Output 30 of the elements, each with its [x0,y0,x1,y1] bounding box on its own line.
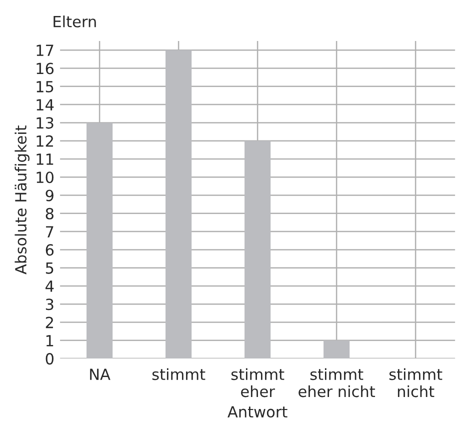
y-tick-label: 7 [46,226,54,238]
y-tick-label: 0 [46,353,54,365]
y-tick-label: 10 [36,172,54,184]
x-tick-label: stimmt nicht [389,368,442,398]
y-tick-label: 4 [46,280,54,292]
y-tick-label: 8 [46,208,54,220]
x-tick-label: stimmt [152,368,206,380]
y-tick-label: 13 [36,117,54,129]
x-axis-title: Antwort [228,406,288,418]
bar [244,140,271,359]
y-tick-label: 17 [36,44,54,56]
x-tick-label: NA [90,368,110,380]
y-axis-title: Absolute Häufigkeit [14,125,30,274]
chart-title: Eltern [54,16,96,28]
y-tick-label: 1 [46,335,54,346]
y-tick-label: 15 [36,81,54,92]
x-tick-label: stimmt eher nicht [298,368,376,398]
bar [324,340,350,359]
bar [86,122,113,359]
y-tick-label: 6 [46,244,54,256]
y-tick-label: 5 [46,262,54,274]
y-tick-label: 3 [46,298,54,310]
y-tick-label: 2 [46,316,53,328]
y-tick-label: 12 [36,135,53,147]
y-tick-label: 9 [46,190,54,202]
y-tick-label: 11 [36,154,54,165]
x-tick-label: stimmt eher [231,368,284,398]
y-tick-label: 16 [36,62,54,74]
bar [166,50,192,359]
y-tick-label: 14 [36,99,54,110]
